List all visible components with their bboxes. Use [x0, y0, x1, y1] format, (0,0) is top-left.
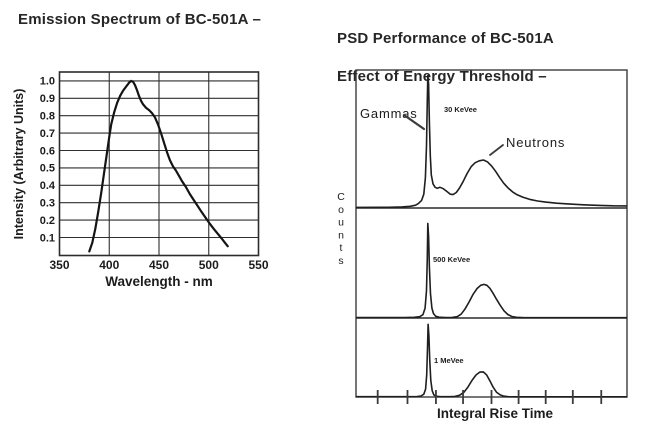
emission-chart-title: Emission Spectrum of BC-501A – [18, 11, 262, 28]
gammas-annotation: Gammas [360, 106, 418, 121]
y-axis-label-letter: C [337, 191, 345, 203]
y-axis-label-letter: s [338, 255, 343, 267]
y-axis-label-letter: u [338, 217, 344, 229]
psd-curve-3 [356, 323, 627, 398]
x-tick-label: 350 [49, 258, 69, 272]
gammas-arrow [402, 113, 426, 131]
x-axis-label: Integral Rise Time [437, 406, 554, 421]
threshold-label-2: 500 KeVee [433, 255, 470, 264]
psd-performance-chart: 30 KeVee 500 KeVee 1 MeVee Integral Rise Ti… [337, 69, 628, 421]
x-tick-label: 550 [248, 258, 268, 272]
y-tick-label: 0.5 [40, 163, 55, 175]
y-axis-label: Intensity (Arbitrary Units) [12, 89, 26, 240]
threshold-label-3: 1 MeVee [434, 356, 464, 365]
neutrons-arrow [489, 144, 504, 156]
plot-frame [58, 71, 260, 257]
psd-chart-title-line2: Effect of Energy Threshold – [337, 68, 547, 85]
emission-spectrum-chart: 0.1 0.2 0.3 0.4 0.5 0.6 0.7 0.8 0.9 1.0 350 400 450 5… [12, 71, 269, 289]
neutrons-annotation: Neutrons [506, 135, 565, 150]
y-axis-label-letter: o [338, 204, 344, 216]
x-tick-label: 450 [149, 258, 169, 272]
y-tick-label: 0.9 [40, 93, 55, 105]
y-tick-label: 0.4 [40, 180, 56, 192]
y-tick-label: 0.1 [40, 232, 55, 244]
psd-chart-title-line1: PSD Performance of BC-501A [337, 30, 554, 47]
y-tick-label: 0.2 [40, 215, 55, 227]
psd-curve-1 [355, 74, 628, 209]
y-tick-label: 0.8 [40, 111, 55, 123]
threshold-label-1: 30 KeVee [444, 105, 477, 114]
y-tick-label: 0.6 [40, 145, 55, 157]
x-tick-label: 500 [199, 258, 219, 272]
y-tick-label: 1.0 [40, 76, 55, 88]
x-axis-label: Wavelength - nm [105, 274, 213, 289]
y-axis-label-letter: n [338, 229, 344, 241]
x-tick-label: 400 [99, 258, 119, 272]
y-tick-label: 0.7 [40, 128, 55, 140]
y-axis-label-letter: t [340, 242, 343, 254]
psd-chart-title: PSD Performance of BC-501A Effect of Ene… [337, 10, 554, 105]
y-tick-label: 0.3 [40, 198, 55, 210]
emission-curve [88, 79, 229, 253]
psd-curve-2 [356, 222, 627, 319]
